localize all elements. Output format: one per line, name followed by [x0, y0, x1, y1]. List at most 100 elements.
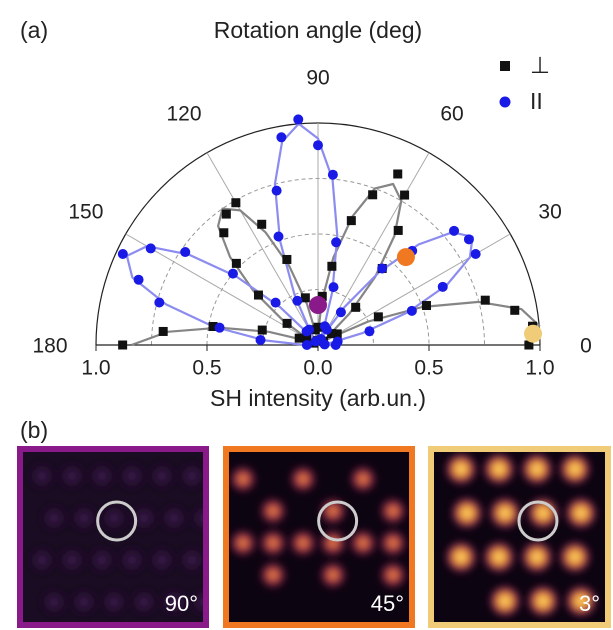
- data-point: [319, 321, 330, 332]
- data-point: [510, 305, 520, 315]
- angle-tick-label: 60: [440, 102, 463, 125]
- data-point: [257, 219, 267, 229]
- intensity-spot: [378, 496, 408, 526]
- image-panel: [228, 451, 410, 623]
- intensity-spot: [116, 544, 148, 576]
- intensity-spot: [128, 586, 160, 618]
- data-point: [470, 248, 481, 259]
- data-point: [332, 336, 343, 347]
- intensity-spot: [158, 502, 190, 534]
- x-tick-label: 1.0: [81, 357, 110, 380]
- intensity-spot: [26, 460, 58, 492]
- data-point: [117, 248, 128, 259]
- data-point: [227, 268, 238, 279]
- highlight-point: [524, 324, 543, 343]
- legend-marker: [500, 61, 510, 71]
- intensity-spot: [258, 496, 288, 526]
- plot-area: ⊥ II: [117, 52, 550, 350]
- data-point: [282, 318, 292, 328]
- panel-label: (b): [20, 417, 48, 443]
- intensity-spot: [444, 540, 478, 574]
- data-point: [301, 340, 312, 350]
- x-tick-label: 0.5: [414, 357, 443, 380]
- data-point: [257, 325, 267, 335]
- data-point: [377, 263, 388, 274]
- data-point: [221, 209, 231, 219]
- intensity-spot: [288, 464, 318, 494]
- intensity-spot: [288, 528, 318, 558]
- intensity-spot: [348, 464, 378, 494]
- data-point: [180, 247, 191, 258]
- intensity-spot: [488, 496, 522, 530]
- fit-curve: [125, 122, 474, 347]
- data-point: [158, 326, 168, 336]
- angle-grid-line: [206, 152, 319, 346]
- intensity-spot: [188, 586, 204, 618]
- intensity-spot: [558, 540, 592, 574]
- data-point: [524, 340, 534, 350]
- intensity-spot: [526, 496, 560, 530]
- intensity-spot: [26, 544, 58, 576]
- angle-tick-label: 120: [166, 102, 201, 125]
- data-point: [373, 312, 383, 322]
- intensity-spot: [98, 502, 130, 534]
- data-point: [301, 326, 312, 337]
- intensity-spot: [68, 586, 100, 618]
- intensity-spot: [38, 586, 70, 618]
- intensity-spot: [158, 586, 190, 618]
- intensity-spot: [56, 460, 88, 492]
- data-point: [118, 340, 128, 350]
- intensity-spot: [378, 560, 408, 590]
- probe-circle: [317, 500, 359, 542]
- x-axis-label: SH intensity (arb.un.): [210, 385, 426, 411]
- highlight-point: [309, 296, 327, 315]
- data-point: [351, 302, 361, 312]
- polar-grid: 0 30 60 90 120 150 180 1.0 0.5 0.0 0.5 1.0: [32, 67, 591, 380]
- data-point: [335, 307, 346, 318]
- intensity-spot: [488, 584, 522, 618]
- intensity-spot: [176, 544, 204, 576]
- data-point: [255, 334, 266, 345]
- intensity-spot: [564, 496, 598, 530]
- panel-label: (a): [20, 17, 48, 43]
- intensity-spot: [564, 584, 598, 618]
- panel-angle-label: 3°: [579, 591, 600, 616]
- intensity-spot: [520, 452, 554, 486]
- data-point: [282, 254, 292, 264]
- data-point: [393, 225, 403, 235]
- data-point: [331, 237, 342, 248]
- intensity-spot: [188, 502, 204, 534]
- data-point: [449, 225, 460, 236]
- intensity-spot: [38, 502, 70, 534]
- intensity-spot: [348, 528, 378, 558]
- angle-tick-label: 0: [580, 335, 592, 358]
- intensity-spot: [146, 544, 178, 576]
- data-point: [231, 258, 241, 268]
- data-point: [301, 333, 311, 343]
- panel-angle-label: 45°: [371, 591, 404, 616]
- image-content: [228, 464, 408, 590]
- x-tick-label: 0.5: [192, 357, 221, 380]
- intensity-spot: [86, 460, 118, 492]
- data-point: [208, 321, 218, 331]
- intensity-spot: [444, 452, 478, 486]
- data-point: [292, 295, 303, 306]
- image-panels: 90° 45° 3°: [17, 446, 611, 628]
- data-point: [480, 295, 490, 305]
- intensity-spot: [68, 502, 100, 534]
- chart-title: Rotation angle (deg): [214, 17, 422, 43]
- intensity-spot: [258, 528, 288, 558]
- grid-ring: [206, 233, 430, 346]
- intensity-spot: [146, 460, 178, 492]
- data-point: [276, 132, 287, 143]
- data-point: [328, 282, 339, 293]
- legend-marker: [499, 96, 511, 108]
- data-point: [214, 322, 225, 333]
- intensity-spot: [558, 452, 592, 486]
- data-point: [271, 185, 282, 196]
- angle-tick-label: 150: [68, 201, 103, 224]
- intensity-spot: [378, 528, 408, 558]
- angle-tick-label: 30: [538, 201, 561, 224]
- image-panel: [22, 451, 204, 623]
- image-border: [17, 446, 209, 628]
